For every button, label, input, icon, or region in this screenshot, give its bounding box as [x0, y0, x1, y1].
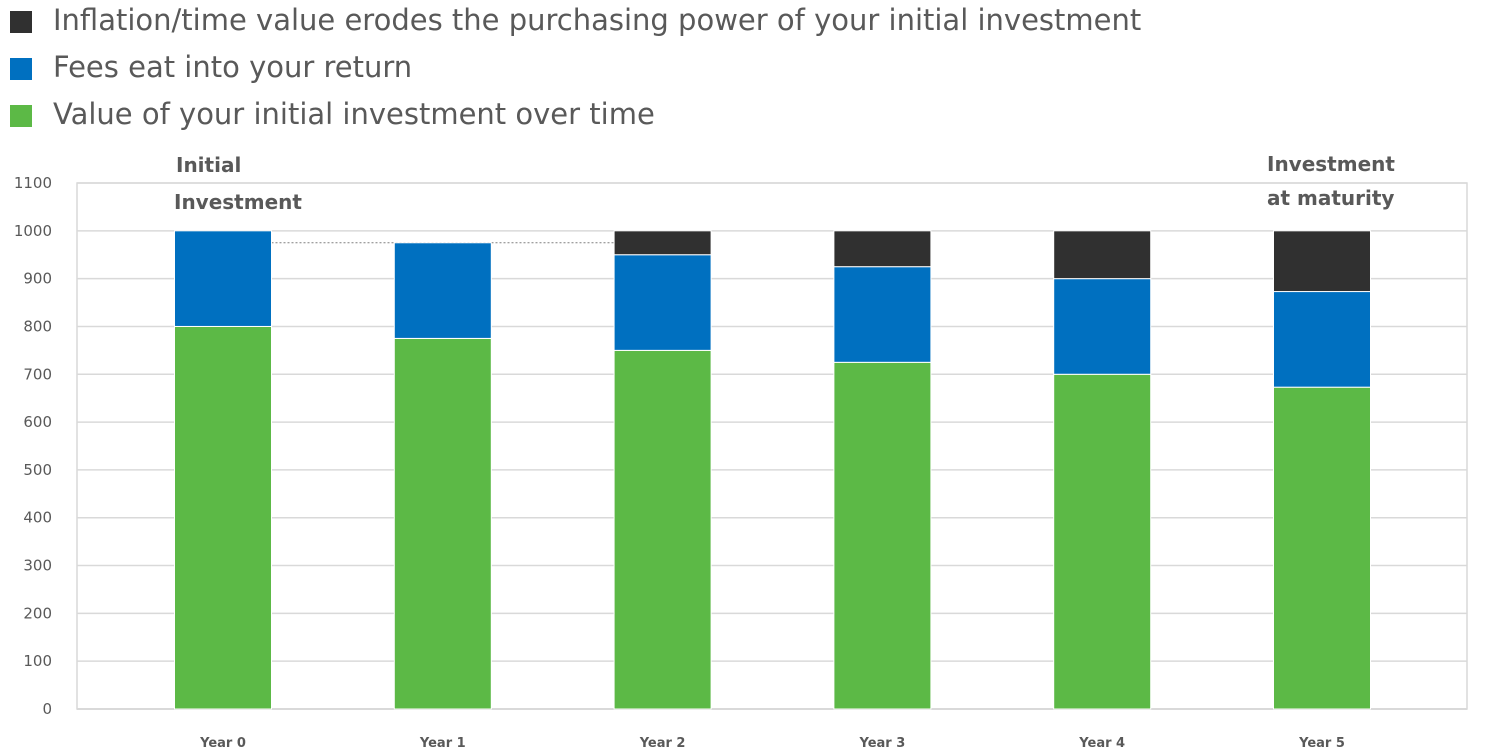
bar-year-0-series-0 — [174, 325, 272, 710]
x-tick-label-year-0: Year 0 — [199, 736, 246, 751]
annotation-maturity-line1: Investment — [1267, 152, 1395, 176]
plot-area-border — [76, 182, 1468, 710]
bar-year-1-series-1 — [393, 242, 492, 339]
bar-year-3-series-1 — [833, 266, 932, 363]
y-tick-label-400: 400 — [23, 509, 52, 527]
annotation-investment-at-maturity: Investment at maturity — [1267, 152, 1395, 210]
x-tick-label-year-1: Year 1 — [419, 736, 466, 751]
bar-year-3-series-2 — [833, 230, 932, 268]
bar-year-1-series-0 — [393, 337, 492, 710]
bar-year-4-series-1 — [1053, 278, 1152, 375]
x-tick-label-year-4: Year 4 — [1078, 736, 1125, 751]
y-tick-label-500: 500 — [23, 461, 52, 479]
bar-year-0-series-1 — [174, 230, 272, 327]
x-tick-label-year-5: Year 5 — [1298, 736, 1345, 751]
y-tick-label-1100: 1100 — [14, 174, 52, 192]
annotation-initial-line2: Investment — [174, 190, 302, 214]
y-tick-label-1000: 1000 — [14, 222, 52, 240]
y-tick-label-100: 100 — [23, 652, 52, 670]
bar-year-2-series-2 — [613, 230, 712, 256]
bar-year-5-series-0 — [1273, 386, 1371, 710]
bar-year-5-series-2 — [1273, 230, 1371, 293]
bar-year-3-series-0 — [833, 361, 932, 710]
legend-swatch-value — [10, 105, 32, 127]
bar-year-4-series-2 — [1053, 230, 1152, 280]
y-tick-label-0: 0 — [42, 700, 52, 718]
legend-label-fees: Fees eat into your return — [53, 50, 413, 84]
y-tick-label-200: 200 — [23, 604, 52, 622]
annotation-initial-investment: Initial Investment — [174, 153, 302, 214]
y-tick-label-800: 800 — [23, 317, 52, 335]
legend-label-value: Value of your initial investment over ti… — [53, 97, 655, 131]
y-tick-label-600: 600 — [23, 413, 52, 431]
annotation-initial-line1: Initial — [176, 153, 242, 177]
y-tick-label-300: 300 — [23, 557, 52, 575]
x-tick-label-year-2: Year 2 — [639, 736, 686, 751]
bar-year-4-series-0 — [1053, 373, 1152, 710]
legend-swatch-fees — [10, 58, 32, 80]
y-tick-label-700: 700 — [23, 365, 52, 383]
bar-year-2-series-0 — [613, 349, 712, 710]
legend-label-inflation: Inflation/time value erodes the purchasi… — [53, 3, 1142, 37]
bar-year-2-series-1 — [613, 254, 712, 351]
bar-year-5-series-1 — [1273, 291, 1371, 388]
legend-swatch-inflation — [10, 11, 32, 33]
x-tick-label-year-3: Year 3 — [859, 736, 906, 751]
annotation-maturity-line2: at maturity — [1267, 186, 1395, 210]
y-tick-label-900: 900 — [23, 270, 52, 288]
